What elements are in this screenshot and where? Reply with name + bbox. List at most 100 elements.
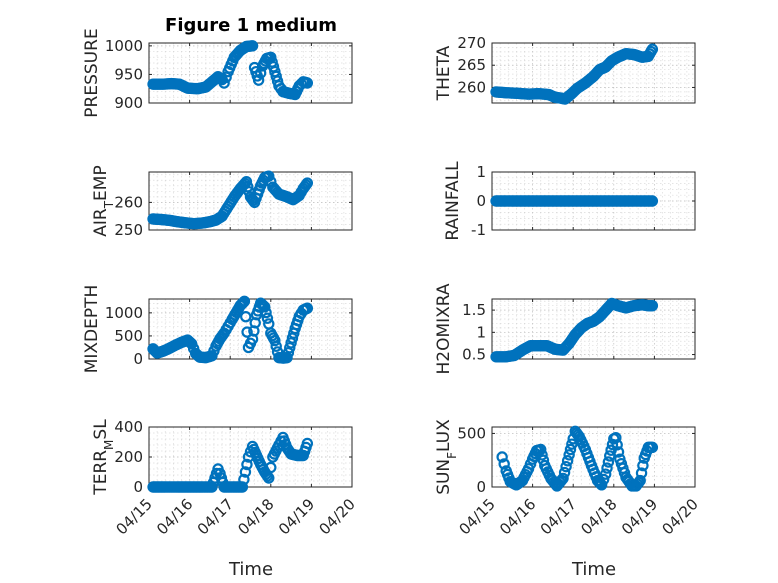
data-point	[265, 461, 277, 474]
axes-frame	[491, 426, 696, 488]
data-point	[270, 340, 282, 352]
data-point	[284, 342, 296, 354]
y-axis-label: PRESSURE	[82, 28, 102, 117]
data-point	[236, 481, 249, 493]
series-markers	[490, 195, 659, 207]
series-markers	[147, 170, 314, 230]
y-tick-label: 400	[114, 418, 143, 436]
figure-title: Figure 1 medium	[165, 15, 337, 36]
data-point	[263, 170, 275, 182]
data-point	[560, 460, 572, 473]
data-point	[535, 443, 547, 456]
series-markers	[490, 297, 659, 363]
data-point	[611, 439, 623, 451]
y-tick-label: 250	[114, 221, 143, 239]
data-point	[236, 298, 248, 310]
y-tick-label: 0	[133, 478, 143, 496]
data-point	[237, 296, 249, 309]
y-tick-label: 1	[476, 323, 486, 341]
y-tick-label: 260	[114, 193, 143, 211]
data-point	[566, 438, 578, 450]
data-point	[261, 312, 274, 324]
axes-frame	[148, 171, 353, 231]
data-point	[269, 334, 281, 347]
y-axis-label: AIRTEMP	[91, 165, 116, 236]
y-tick-label: 500	[114, 327, 143, 345]
x-tick-label: 04/17	[194, 495, 237, 538]
x-tick-label: 04/18	[577, 495, 620, 538]
data-point	[301, 437, 314, 450]
y-tick-label: 900	[114, 94, 143, 112]
data-point	[252, 74, 265, 86]
data-point	[301, 302, 314, 314]
y-axis-label: TERRMSL	[91, 419, 116, 496]
data-point	[597, 473, 610, 486]
data-point	[646, 299, 659, 312]
data-point	[563, 449, 575, 461]
data-point	[646, 441, 659, 454]
series-markers	[147, 295, 314, 364]
x-tick-label: 04/17	[537, 495, 580, 538]
y-tick-label: 265	[457, 56, 486, 74]
data-point	[496, 451, 508, 463]
data-point	[561, 455, 574, 467]
y-tick-label: 1.5	[462, 301, 486, 319]
data-point	[637, 459, 649, 472]
y-axis-label: SUNFLUX	[434, 419, 459, 495]
data-point	[301, 77, 314, 89]
axes-frame	[491, 298, 696, 360]
y-axis-label: RAINFALL	[443, 161, 463, 241]
x-tick-label: 04/19	[618, 495, 661, 538]
x-tick-label: 04/19	[275, 495, 318, 538]
data-point	[635, 467, 648, 479]
panel-h2omixra: 0.5 1 1.5 H2OMIXRA	[434, 283, 696, 375]
data-point	[281, 351, 293, 364]
data-point	[602, 456, 615, 468]
axes-frame	[491, 42, 696, 104]
x-tick-label: 04/15	[456, 495, 499, 538]
x-tick-label: 04/15	[113, 495, 156, 538]
x-tick-label: 04/16	[496, 495, 539, 538]
data-point	[239, 466, 252, 478]
x-axis-label-left: Time	[228, 559, 273, 580]
data-point	[260, 306, 272, 319]
y-tick-label: 0	[133, 350, 143, 368]
data-point	[241, 458, 253, 471]
y-tick-label: 270	[457, 34, 486, 52]
data-point	[599, 468, 612, 480]
data-point	[498, 458, 510, 470]
data-point	[220, 71, 232, 83]
data-point	[595, 479, 608, 491]
y-axis-label: THETA	[434, 45, 454, 101]
series-markers	[147, 431, 314, 493]
x-tick-label: 04/16	[153, 495, 196, 538]
y-tick-label: 950	[114, 65, 143, 83]
y-tick-label: 1000	[105, 37, 143, 55]
data-point	[301, 177, 314, 189]
x-tick-label: 04/18	[234, 495, 277, 538]
y-tick-label: 1000	[105, 304, 143, 322]
series-markers	[490, 43, 659, 105]
x-axis-label-right: Time	[571, 559, 616, 580]
panel-rainfall: -1 0 1 RAINFALL	[443, 161, 696, 241]
data-point	[646, 43, 659, 55]
x-tick-label: 04/20	[316, 495, 359, 538]
data-point	[254, 67, 267, 79]
data-point	[634, 474, 646, 487]
data-point	[612, 446, 625, 458]
data-point	[246, 40, 259, 52]
axes-frame	[148, 298, 353, 360]
data-point	[240, 310, 252, 323]
data-point	[263, 318, 275, 330]
data-point	[564, 443, 577, 456]
y-tick-label: 1	[476, 163, 486, 181]
series-markers	[147, 40, 314, 101]
data-point	[604, 450, 616, 462]
